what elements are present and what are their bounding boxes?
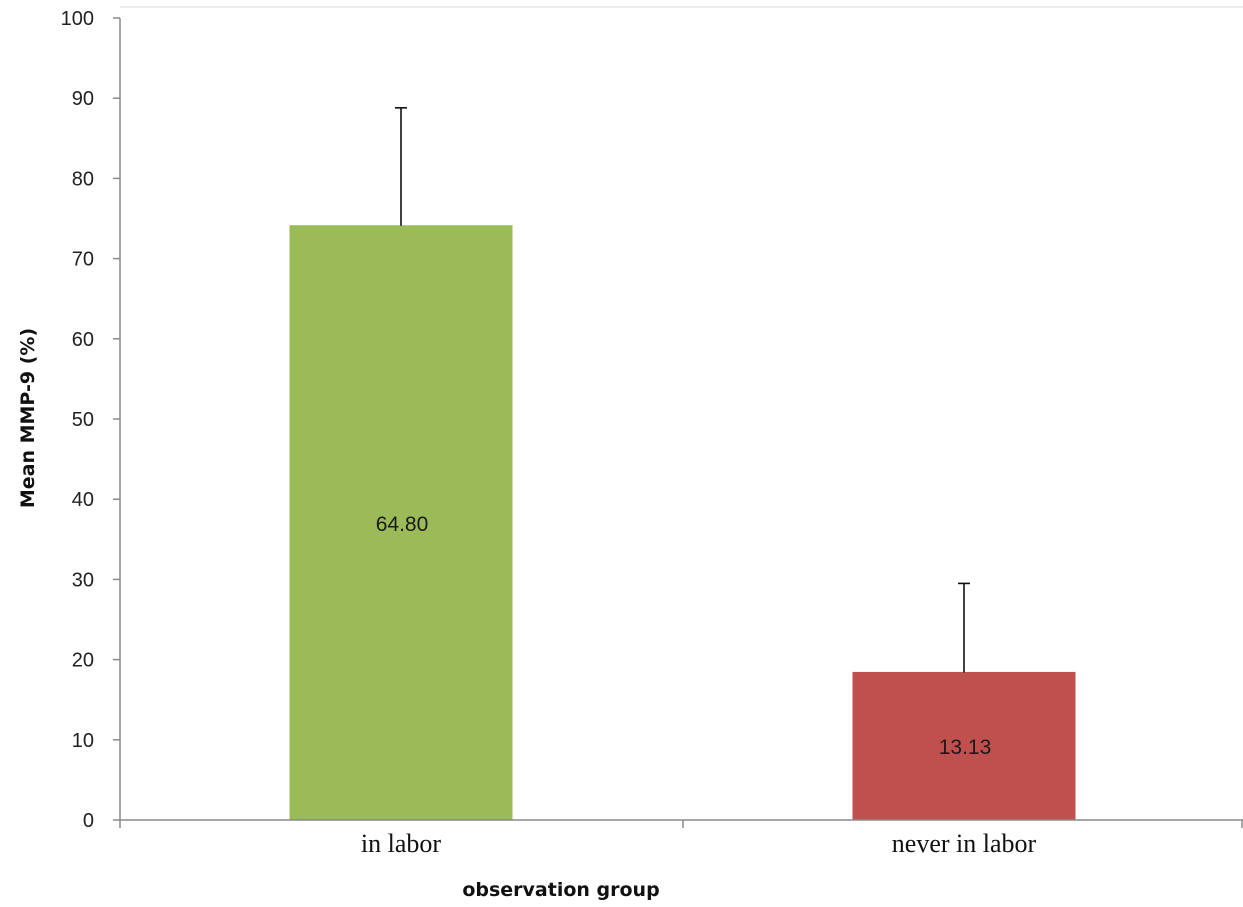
bar-data-label: 64.80 [376,513,429,536]
x-category-label: never in labor [892,829,1037,858]
bars-group: 64.80 13.13 [289,107,1076,821]
y-tick-label: 60 [72,329,94,351]
axes-group [119,18,1243,821]
y-tick-label: 100 [61,8,94,30]
y-tick-label: 40 [72,489,94,511]
bar [289,225,513,821]
y-tick-label: 30 [72,569,94,591]
y-axis-title: Mean MMP-9 (%) [17,328,39,508]
bar-data-label: 13.13 [939,736,992,759]
y-axis-ticks: 0 10 20 30 40 50 60 70 80 90 100 [61,8,1243,832]
y-tick-label: 80 [72,168,94,190]
bar [852,671,1076,821]
x-category-label: in labor [361,829,441,858]
x-axis-category-labels: in labor never in labor [361,829,1037,858]
x-axis-title: observation group [462,879,659,901]
y-tick-label: 90 [72,88,94,110]
y-tick-label: 70 [72,249,94,271]
y-tick-label: 50 [72,409,94,431]
y-tick-label: 20 [72,650,94,672]
y-tick-label: 0 [83,810,94,832]
y-tick-label: 10 [72,730,94,752]
